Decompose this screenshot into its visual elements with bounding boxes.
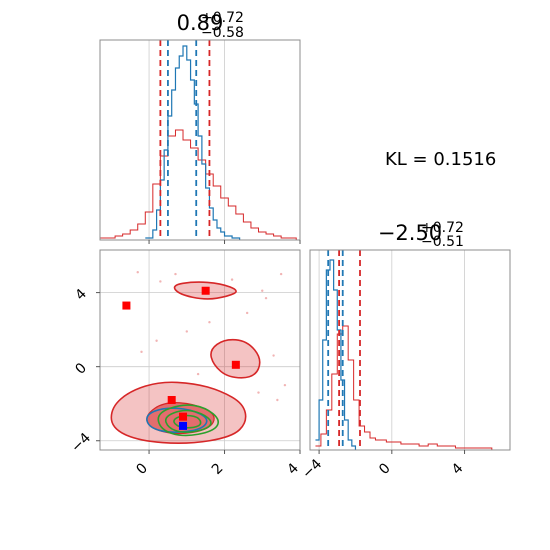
scatter-point-15 <box>155 339 158 342</box>
blue-contour <box>146 407 208 434</box>
hist1-blue-series <box>145 45 241 240</box>
hist-panel-1 <box>100 40 300 240</box>
joint-y-tick-label-1: 0 <box>72 360 90 378</box>
scatter-point-10 <box>283 383 287 387</box>
hist2-x-tick-label-1: 0 <box>376 460 394 478</box>
scatter-point-16 <box>272 354 275 357</box>
red-marker-4 <box>179 412 188 421</box>
red-marker-0 <box>122 301 131 310</box>
scatter-point-13 <box>208 321 211 324</box>
param2-title-plus: +0.72 <box>421 220 464 236</box>
hist-panel-2 <box>315 250 493 450</box>
red-marker-3 <box>167 396 176 404</box>
scatter-point-0 <box>136 271 139 274</box>
scatter-point-4 <box>279 272 283 276</box>
scatter-point-9 <box>230 278 234 281</box>
green-contour-1 <box>164 409 212 434</box>
joint-frame <box>99 249 301 451</box>
blue-marker-0 <box>179 421 188 430</box>
kl-label: KL = 0.1516 <box>385 149 496 170</box>
param2-title-minus: −0.51 <box>421 234 464 250</box>
hist1-frame <box>99 39 301 241</box>
scatter-point-2 <box>159 280 162 283</box>
joint-y-tick-label-2: 4 <box>72 286 90 304</box>
param1-title-plus: +0.72 <box>201 10 244 26</box>
param1-title-minus: −0.58 <box>201 25 244 41</box>
scatter-point-6 <box>140 350 143 354</box>
scatter-point-11 <box>276 398 279 402</box>
joint-y-tick-label-0: −4 <box>68 430 94 456</box>
scatter-point-7 <box>196 372 200 376</box>
scatter-point-3 <box>261 289 264 292</box>
joint-x-tick-label-1: 2 <box>209 460 227 478</box>
scatter-point-1 <box>174 272 177 276</box>
scatter-point-12 <box>257 391 260 394</box>
green-contour-0 <box>157 404 220 437</box>
scatter-point-14 <box>245 311 249 315</box>
param1-title: 0.89 <box>177 11 224 35</box>
scatter-point-8 <box>264 296 268 300</box>
red-marker-2 <box>231 360 240 369</box>
red-contour-right <box>210 338 261 379</box>
joint-x-tick-label-0: 0 <box>133 460 151 478</box>
hist2-x-tick-label-0: −4 <box>299 456 325 482</box>
hist2-red-series <box>315 325 493 450</box>
hist1-red-series <box>100 129 297 240</box>
joint-x-tick-label-2: 4 <box>284 460 302 478</box>
scatter-point-5 <box>185 330 188 333</box>
hist2-blue-series <box>315 259 357 450</box>
red-marker-1 <box>201 286 210 295</box>
joint-panel <box>100 250 300 450</box>
hist2-x-tick-label-2: 4 <box>449 460 467 478</box>
hist2-frame <box>309 249 511 451</box>
param2-title: −2.50 <box>378 221 442 245</box>
